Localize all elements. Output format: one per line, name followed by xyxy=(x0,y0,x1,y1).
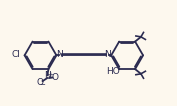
Text: N: N xyxy=(105,50,111,59)
Text: N: N xyxy=(56,50,63,59)
Text: −: − xyxy=(40,82,45,88)
Text: +: + xyxy=(47,72,53,78)
Text: N: N xyxy=(44,71,51,80)
Text: O: O xyxy=(52,73,59,82)
Text: Cl: Cl xyxy=(12,50,20,59)
Text: O: O xyxy=(36,77,44,86)
Text: HO: HO xyxy=(106,67,119,76)
